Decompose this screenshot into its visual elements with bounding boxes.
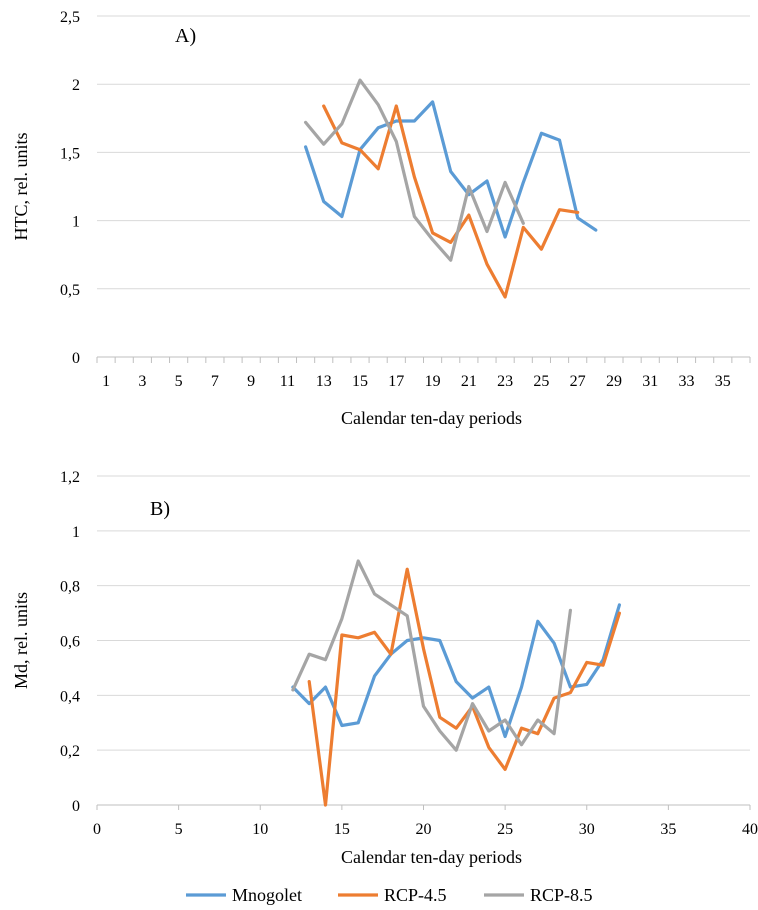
x-tick-label: 13 — [316, 373, 332, 390]
y-tick-label: 1 — [72, 214, 80, 231]
series-line-rcp-8-5 — [291, 559, 573, 752]
x-tick-label: 15 — [334, 821, 350, 838]
x-tick-label: 7 — [211, 373, 219, 390]
panel-label: A) — [175, 25, 196, 47]
y-tick-label: 2,5 — [60, 9, 80, 26]
y-tick-label: 0,5 — [60, 282, 80, 299]
x-tick-label: 21 — [461, 373, 477, 390]
y-axis-title: Md, rel. units — [11, 592, 31, 689]
x-tick-label: 29 — [606, 373, 622, 390]
x-tick-label: 17 — [388, 373, 404, 390]
series-line-rcp-4-5 — [322, 104, 580, 299]
x-tick-label: 27 — [570, 373, 586, 390]
x-tick-label: 40 — [742, 821, 758, 838]
y-tick-label: 1 — [72, 524, 80, 541]
x-tick-label: 31 — [642, 373, 658, 390]
x-axis-title: Calendar ten-day periods — [341, 847, 522, 867]
x-tick-label: 10 — [252, 821, 268, 838]
y-tick-label: 0 — [72, 798, 80, 815]
x-tick-label: 25 — [497, 821, 513, 838]
y-tick-label: 0,8 — [60, 579, 80, 596]
x-tick-label: 23 — [497, 373, 513, 390]
series-line-mnogolet — [291, 603, 622, 739]
series-line-rcp-4-5 — [307, 567, 622, 807]
y-tick-label: 2 — [72, 77, 80, 94]
x-tick-label: 33 — [679, 373, 695, 390]
x-tick-label: 11 — [280, 373, 295, 390]
x-tick-label: 15 — [352, 373, 368, 390]
panel-a-htc-chart: 00,511,522,51 3 5 7 9 11 13 15 17 19 21 23 25 27 29 31 3… — [11, 9, 751, 428]
x-tick-label: 19 — [425, 373, 441, 390]
y-tick-label: 0,4 — [60, 688, 80, 705]
y-tick-label: 0,2 — [60, 743, 80, 760]
legend-label: Mnogolet — [232, 885, 302, 905]
chart-legend: Mnogolet RCP-4.5 RCP-8.5 — [186, 885, 593, 905]
y-tick-label: 0 — [72, 350, 80, 367]
x-tick-label: 9 — [247, 373, 255, 390]
x-tick-label: 3 — [138, 373, 146, 390]
x-tick-label: 0 — [93, 821, 101, 838]
series-line-rcp-8-5 — [304, 78, 525, 262]
x-tick-label: 5 — [175, 373, 183, 390]
y-tick-label: 0,6 — [60, 634, 80, 651]
x-tick-label: 5 — [175, 821, 183, 838]
panel-label: B) — [150, 498, 170, 520]
y-axis-title: HTC, rel. units — [11, 133, 31, 241]
panel-b-md-chart: 0 0,2 0,4 0,6 0,8 1 1,2 0 5 10 15 20 25 30 35 40 B) Calen… — [11, 469, 758, 867]
x-tick-label: 35 — [660, 821, 676, 838]
x-tick-label: 25 — [533, 373, 549, 390]
x-tick-label: 35 — [715, 373, 731, 390]
y-tick-label: 1,2 — [60, 469, 80, 486]
x-axis-title: Calendar ten-day periods — [341, 408, 522, 428]
series-line-mnogolet — [304, 100, 598, 239]
x-tick-label: 30 — [579, 821, 595, 838]
y-tick-label: 1,5 — [60, 145, 80, 162]
x-tick-label: 20 — [416, 821, 432, 838]
x-tick-label: 1 — [102, 373, 110, 390]
legend-label: RCP-8.5 — [530, 885, 593, 905]
legend-label: RCP-4.5 — [384, 885, 447, 905]
